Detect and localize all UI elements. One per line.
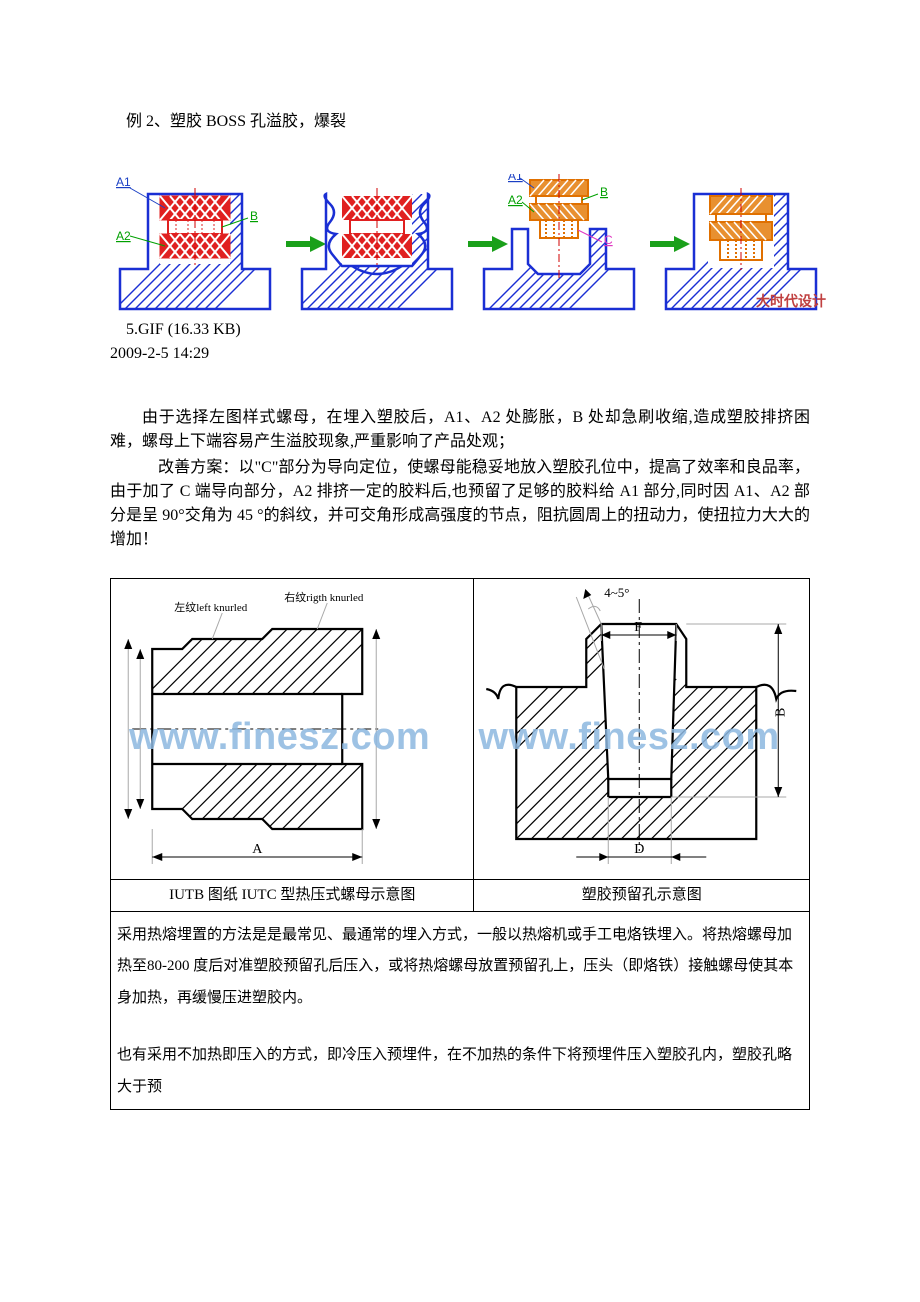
drawing-table: 左纹left knurled 右纹rigth knurled A — [110, 578, 810, 1110]
drawing-note-1: 采用热熔埋置的方法是是最常见、最通常的埋入方式，一般以热熔机或手工电烙铁埋入。将… — [111, 912, 809, 1021]
drawing-left: 左纹left knurled 右纹rigth knurled A — [111, 579, 473, 879]
label-right-knurl: 右纹rigth knurled — [284, 590, 364, 604]
paragraph-1: 由于选择左图样式螺母，在埋入塑胶后，A1、A2 处膨胀，B 处却急刷收缩,造成塑… — [110, 406, 810, 454]
example-title: 例 2、塑胶 BOSS 孔溢胶，爆裂 — [110, 110, 810, 134]
drawing-note-2: 也有采用不加热即压入的方式，即冷压入预埋件，在不加热的条件下将预埋件压入塑胶孔内… — [111, 1020, 809, 1109]
dim-a-label: A — [252, 842, 263, 857]
svg-text:大时代设计: 大时代设计 — [756, 293, 826, 310]
figure-row: A1 A2 B — [110, 174, 810, 314]
dim-b-label: B — [774, 708, 789, 717]
figure-panel-3: A1 A2 B C — [474, 174, 644, 314]
label-left-knurl: 左纹left knurled — [174, 600, 248, 614]
label-a1: A1 — [116, 175, 131, 189]
dim-d-label: D — [635, 842, 645, 857]
figure-panel-2 — [292, 174, 462, 314]
drawing-right-caption: 塑胶预留孔示意图 — [474, 880, 809, 911]
angle-label: 4~5° — [605, 585, 630, 600]
svg-text:C: C — [604, 233, 613, 247]
svg-text:B: B — [600, 185, 608, 199]
label-b: B — [250, 209, 258, 223]
dim-f-label: F — [635, 620, 643, 635]
figure-panel-1: A1 A2 B — [110, 174, 280, 314]
document-page: 例 2、塑胶 BOSS 孔溢胶，爆裂 — [0, 0, 920, 1170]
figure-panel-4: 大时代设计 — [656, 174, 826, 314]
drawing-left-caption: IUTB 图纸 IUTC 型热压式螺母示意图 — [111, 880, 473, 911]
label-a2: A2 — [116, 229, 131, 243]
figure-filename: 5.GIF (16.33 KB) — [126, 318, 810, 342]
svg-text:A2: A2 — [508, 193, 523, 207]
drawing-right: 4~5° F D — [474, 579, 809, 879]
figure-timestamp: 2009-2-5 14:29 — [110, 342, 810, 366]
paragraph-2: 改善方案：以"C"部分为导向定位，使螺母能稳妥地放入塑胶孔位中，提高了效率和良品… — [110, 456, 810, 552]
